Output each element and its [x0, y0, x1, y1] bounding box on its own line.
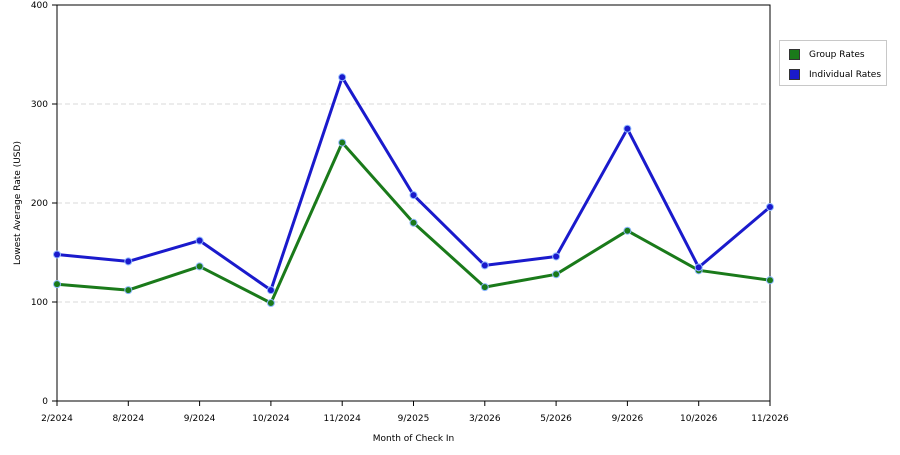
y-tick-label: 0 [42, 397, 48, 407]
y-axis-label: Lowest Average Rate (USD) [13, 141, 23, 265]
data-point-individual-rates [266, 286, 275, 295]
x-tick-label: 9/2024 [184, 414, 216, 424]
data-point-individual-rates [338, 73, 347, 82]
x-tick-label: 8/2024 [112, 414, 144, 424]
data-point-individual-rates [409, 191, 418, 200]
data-point-individual-rates [694, 263, 703, 272]
legend-swatch-individual-rates [789, 69, 800, 80]
x-axis: 2/2024 8/2024 9/2024 10/2024 11/2024 9/2025 3/… [41, 401, 789, 424]
data-point-group-rates [195, 262, 204, 271]
legend-item-group-rates: Group Rates [789, 48, 865, 61]
y-axis: 0 100 200 300 400 [31, 1, 57, 407]
x-axis-label: Month of Check In [373, 434, 455, 444]
legend-label-individual-rates: Individual Rates [809, 69, 882, 80]
data-point-group-rates [623, 226, 632, 235]
y-tick-label: 300 [31, 100, 48, 110]
legend-item-individual-rates: Individual Rates [789, 68, 881, 81]
data-point-group-rates [409, 218, 418, 227]
data-point-individual-rates [53, 250, 61, 259]
x-tick-label: 9/2025 [398, 414, 430, 424]
x-tick-label: 10/2024 [252, 414, 290, 424]
x-tick-label: 3/2026 [469, 414, 501, 424]
data-point-group-rates [552, 270, 561, 279]
data-point-group-rates [124, 286, 133, 295]
data-point-group-rates [766, 276, 774, 285]
x-tick-label: 9/2026 [612, 414, 644, 424]
x-tick-label: 10/2026 [680, 414, 718, 424]
series [53, 73, 774, 307]
data-point-group-rates [266, 298, 275, 307]
y-tick-label: 100 [31, 298, 48, 308]
gridlines [57, 103, 770, 303]
data-point-group-rates [53, 280, 61, 289]
x-tick-label: 2/2024 [41, 414, 73, 424]
y-tick-label: 400 [31, 1, 48, 11]
data-point-group-rates [338, 138, 347, 147]
x-tick-label: 11/2026 [751, 414, 789, 424]
data-point-individual-rates [124, 257, 133, 266]
data-point-individual-rates [552, 252, 561, 261]
data-point-individual-rates [480, 261, 489, 270]
y-tick-label: 200 [31, 199, 48, 209]
data-point-individual-rates [623, 124, 632, 133]
x-tick-label: 11/2024 [324, 414, 362, 424]
legend-swatch-group-rates [789, 49, 800, 60]
series-line-individual-rates [56, 75, 771, 292]
data-point-individual-rates [195, 236, 204, 245]
x-tick-label: 5/2026 [540, 414, 572, 424]
legend-label-group-rates: Group Rates [809, 49, 865, 60]
data-point-individual-rates [766, 202, 774, 211]
legend: Group Rates Individual Rates [779, 40, 887, 86]
data-point-group-rates [480, 283, 489, 292]
